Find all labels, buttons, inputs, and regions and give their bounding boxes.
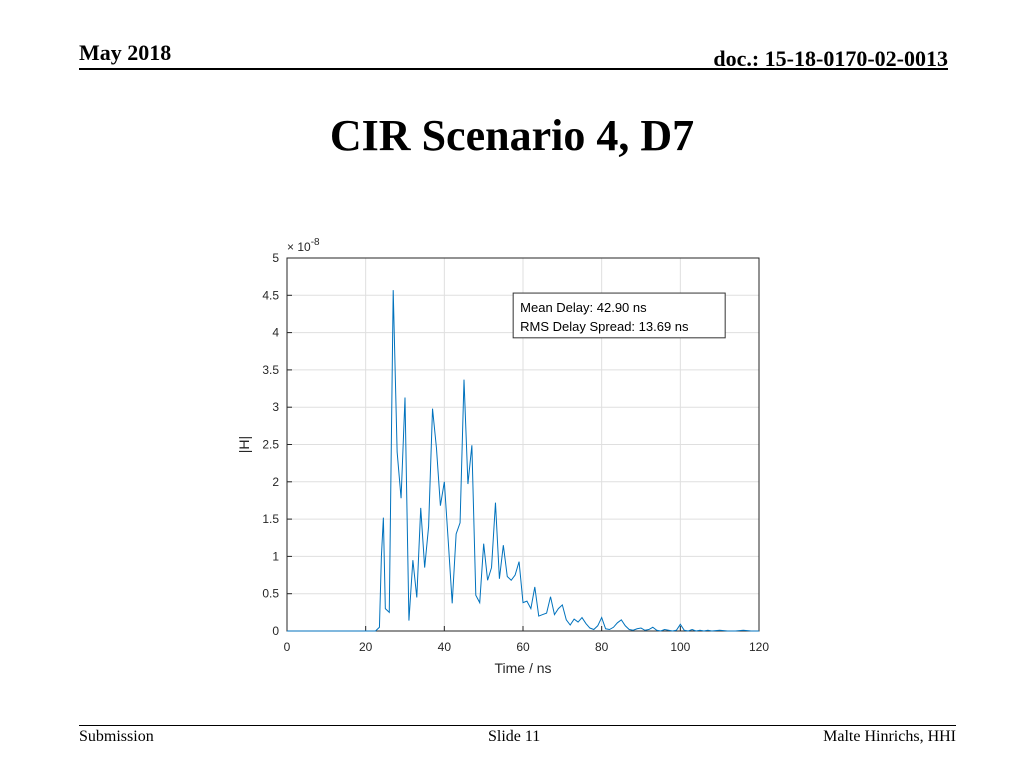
y-axis-exponent: × 10-8 (287, 237, 320, 254)
x-tick-label: 0 (284, 640, 291, 654)
footer-divider (79, 725, 956, 726)
mean-delay-label: Mean Delay: 42.90 ns (520, 300, 647, 315)
y-tick-label: 5 (272, 251, 279, 265)
header-divider (79, 68, 948, 70)
y-tick-label: 3.5 (262, 363, 279, 377)
x-tick-label: 100 (670, 640, 690, 654)
y-tick-label: 3 (272, 400, 279, 414)
y-axis-ticks: 0 0.5 1 1.5 2 2.5 3 3.5 4 4.5 5 (262, 251, 292, 638)
footer-submission: Submission (79, 728, 154, 745)
y-tick-label: 0 (272, 624, 279, 638)
rms-delay-spread-label: RMS Delay Spread: 13.69 ns (520, 319, 689, 334)
cir-chart: 0 20 40 60 80 100 120 0 0.5 1 1.5 2 2.5 3 3.5 4 4.5 5 Me… (228, 228, 788, 688)
header-date: May 2018 (79, 40, 172, 65)
x-tick-label: 120 (749, 640, 769, 654)
y-tick-label: 2.5 (262, 438, 279, 452)
cir-series-line (287, 290, 759, 632)
y-tick-label: 4.5 (262, 288, 279, 302)
x-tick-label: 80 (595, 640, 609, 654)
y-tick-label: 4 (272, 326, 279, 340)
y-tick-label: 0.5 (262, 587, 279, 601)
x-tick-label: 20 (359, 640, 373, 654)
slide-title: CIR Scenario 4, D7 (329, 111, 695, 160)
x-tick-label: 40 (438, 640, 452, 654)
y-tick-label: 2 (272, 475, 279, 489)
y-axis-label: |H| (236, 436, 252, 453)
x-axis-label: Time / ns (494, 660, 551, 676)
annotation-frame (512, 292, 726, 339)
footer-author: Malte Hinrichs, HHI (823, 728, 956, 745)
x-tick-label: 60 (516, 640, 530, 654)
y-tick-label: 1 (272, 549, 279, 563)
header-doc-id: doc.: 15-18-0170-02-0013 (713, 46, 948, 71)
footer-slide-number: Slide 11 (488, 728, 541, 745)
cir-chart-svg: 0 20 40 60 80 100 120 0 0.5 1 1.5 2 2.5 3 3.5 4 4.5 5 Me… (236, 237, 769, 676)
delay-annotation-box: Mean Delay: 42.90 ns RMS Delay Spread: 1… (512, 292, 726, 339)
x-axis-ticks: 0 20 40 60 80 100 120 (284, 626, 769, 654)
y-tick-label: 1.5 (262, 512, 279, 526)
